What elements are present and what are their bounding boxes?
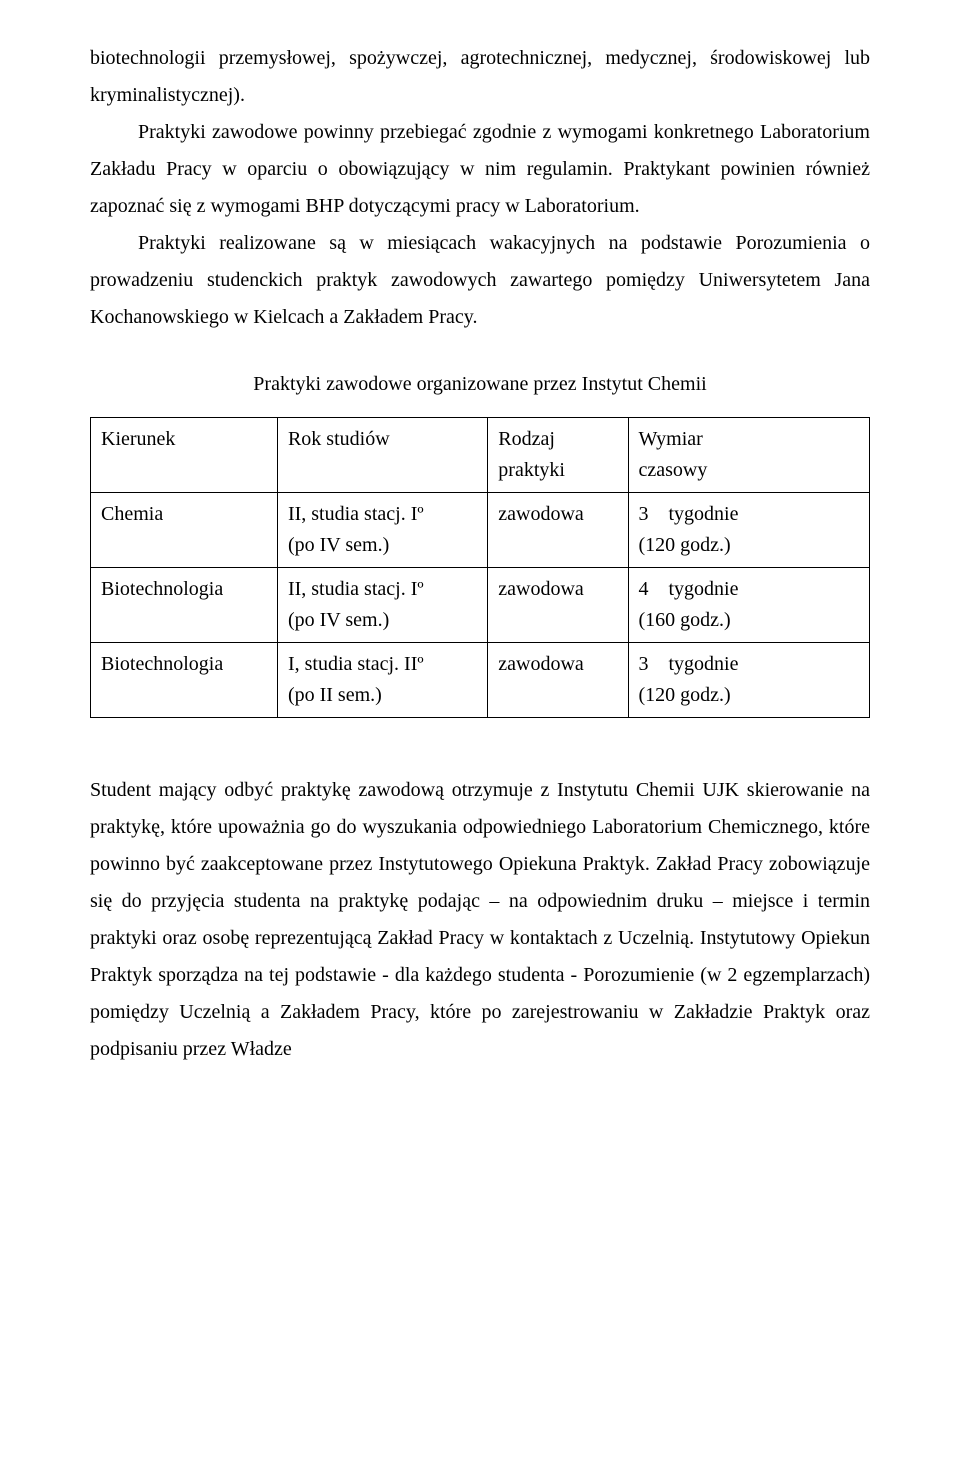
cell-rodzaj: zawodowa [488, 643, 628, 718]
header-rodzaj-line1: Rodzaj [498, 428, 555, 450]
cell-rok: II, studia stacj. Iº (po IV sem.) [277, 493, 487, 568]
paragraph-2: Praktyki zawodowe powinny przebiegać zgo… [90, 114, 870, 225]
spacer [90, 754, 870, 772]
paragraph-3: Praktyki realizowane są w miesiącach wak… [90, 225, 870, 336]
cell-rok-line1: I, studia stacj. IIº [288, 653, 424, 675]
cell-wymiar-line1: 3 tygodnie [639, 653, 739, 675]
cell-wymiar-line2: (120 godz.) [639, 534, 731, 556]
table-caption: Praktyki zawodowe organizowane przez Ins… [90, 366, 870, 403]
cell-rodzaj: zawodowa [488, 568, 628, 643]
table-row: Biotechnologia I, studia stacj. IIº (po … [91, 643, 870, 718]
cell-wymiar: 4 tygodnie (160 godz.) [628, 568, 870, 643]
paragraph-1: biotechnologii przemysłowej, spożywczej,… [90, 40, 870, 114]
cell-rok-line1: II, studia stacj. Iº [288, 503, 424, 525]
header-rodzaj-line2: praktyki [498, 459, 565, 481]
header-kierunek: Kierunek [91, 418, 278, 493]
cell-wymiar-line2: (160 godz.) [639, 609, 731, 631]
cell-rok-line2: (po IV sem.) [288, 609, 389, 631]
cell-rok: I, studia stacj. IIº (po II sem.) [277, 643, 487, 718]
table-header-row: Kierunek Rok studiów Rodzaj praktyki Wym… [91, 418, 870, 493]
cell-wymiar-line1: 3 tygodnie [639, 503, 739, 525]
cell-wymiar: 3 tygodnie (120 godz.) [628, 643, 870, 718]
cell-wymiar: 3 tygodnie (120 godz.) [628, 493, 870, 568]
cell-rok-line1: II, studia stacj. Iº [288, 578, 424, 600]
header-wymiar-line1: Wymiar [639, 428, 703, 450]
cell-rok-line2: (po IV sem.) [288, 534, 389, 556]
cell-kierunek: Chemia [91, 493, 278, 568]
table-row: Biotechnologia II, studia stacj. Iº (po … [91, 568, 870, 643]
cell-rok-line2: (po II sem.) [288, 684, 382, 706]
header-wymiar: Wymiar czasowy [628, 418, 870, 493]
cell-rodzaj: zawodowa [488, 493, 628, 568]
header-wymiar-line2: czasowy [639, 459, 708, 481]
header-rok: Rok studiów [277, 418, 487, 493]
cell-wymiar-line2: (120 godz.) [639, 684, 731, 706]
paragraph-4: Student mający odbyć praktykę zawodową o… [90, 772, 870, 1068]
table-row: Chemia II, studia stacj. Iº (po IV sem.)… [91, 493, 870, 568]
cell-kierunek: Biotechnologia [91, 568, 278, 643]
cell-wymiar-line1: 4 tygodnie [639, 578, 739, 600]
practices-table: Kierunek Rok studiów Rodzaj praktyki Wym… [90, 417, 870, 718]
cell-rok: II, studia stacj. Iº (po IV sem.) [277, 568, 487, 643]
cell-kierunek: Biotechnologia [91, 643, 278, 718]
header-rodzaj: Rodzaj praktyki [488, 418, 628, 493]
